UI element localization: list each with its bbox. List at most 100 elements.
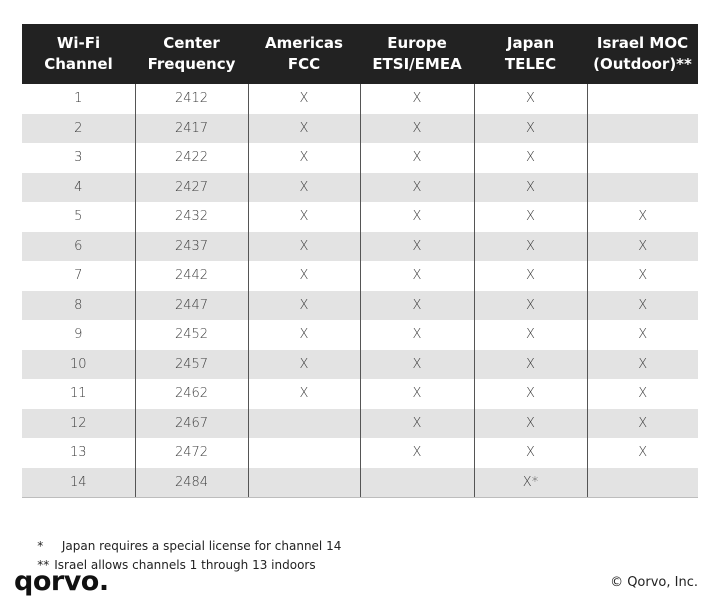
israel-cell: X (586, 408, 698, 438)
etsi-cell: X (359, 408, 474, 438)
footnote-japan: * Japan requires a special license for c… (22, 518, 341, 553)
etsi-cell: X (359, 438, 474, 468)
frequency-cell: 2452 (134, 320, 248, 350)
etsi-cell: X (359, 202, 474, 232)
channel-cell: 8 (22, 290, 135, 320)
fcc-cell (247, 408, 360, 438)
channel-cell: 4 (22, 172, 135, 202)
etsi-cell: X (359, 379, 474, 409)
table-row: 6 2437 X X X X (22, 231, 698, 261)
telec-cell: X* (473, 467, 587, 498)
fcc-cell: X (247, 113, 360, 143)
israel-cell: X (586, 320, 698, 350)
fcc-cell: X (247, 379, 360, 409)
header-europe-etsi-emea: Europe ETSI/EMEA (360, 24, 474, 84)
fcc-cell (247, 438, 360, 468)
table-row: 14 2484 X* (22, 467, 698, 498)
telec-cell: X (473, 438, 587, 468)
table-row: 4 2427 X X X (22, 172, 698, 202)
table-row: 8 2447 X X X X (22, 290, 698, 320)
frequency-cell: 2422 (134, 143, 248, 173)
frequency-cell: 2417 (134, 113, 248, 143)
footnote-mark: ** (37, 558, 50, 572)
fcc-cell (247, 467, 360, 498)
etsi-cell: X (359, 349, 474, 379)
etsi-cell: X (359, 261, 474, 291)
etsi-cell: X (359, 320, 474, 350)
frequency-cell: 2427 (134, 172, 248, 202)
table-row: 5 2432 X X X X (22, 202, 698, 232)
israel-cell (586, 143, 698, 173)
fcc-cell: X (247, 320, 360, 350)
telec-cell: X (473, 408, 587, 438)
israel-cell (586, 172, 698, 202)
israel-cell: X (586, 261, 698, 291)
fcc-cell: X (247, 290, 360, 320)
channel-cell: 6 (22, 231, 135, 261)
telec-cell: X (473, 320, 587, 350)
etsi-cell (359, 467, 474, 498)
etsi-cell: X (359, 113, 474, 143)
fcc-cell: X (247, 202, 360, 232)
wifi-channel-table: Wi-Fi Channel Center Frequency Americas … (22, 24, 698, 498)
fcc-cell: X (247, 261, 360, 291)
telec-cell: X (473, 290, 587, 320)
etsi-cell: X (359, 84, 474, 114)
frequency-cell: 2484 (134, 467, 248, 498)
header-center-frequency: Center Frequency (135, 24, 248, 84)
header-row: Wi-Fi Channel Center Frequency Americas … (22, 24, 698, 84)
table-row: 1 2412 X X X (22, 84, 698, 114)
frequency-cell: 2412 (134, 84, 248, 114)
israel-cell: X (586, 349, 698, 379)
fcc-cell: X (247, 172, 360, 202)
telec-cell: X (473, 349, 587, 379)
table-row: 7 2442 X X X X (22, 261, 698, 291)
israel-cell: X (586, 231, 698, 261)
channel-cell: 2 (22, 113, 135, 143)
header-israel-moc: Israel MOC (Outdoor)** (587, 24, 698, 84)
fcc-cell: X (247, 143, 360, 173)
channel-cell: 10 (22, 349, 135, 379)
table-row: 13 2472 X X X (22, 438, 698, 468)
header-wifi-channel: Wi-Fi Channel (22, 24, 135, 84)
table-body: 1 2412 X X X 2 2417 X X X 3 2422 X X X 4 2427 X X X 5 2432 X X X… (22, 84, 698, 498)
telec-cell: X (473, 261, 587, 291)
header-japan-telec: Japan TELEC (474, 24, 587, 84)
table-header: Wi-Fi Channel Center Frequency Americas … (22, 24, 698, 84)
frequency-cell: 2437 (134, 231, 248, 261)
etsi-cell: X (359, 172, 474, 202)
frequency-cell: 2462 (134, 379, 248, 409)
telec-cell: X (473, 113, 587, 143)
frequency-cell: 2472 (134, 438, 248, 468)
israel-cell (586, 467, 698, 498)
copyright-text: © Qorvo, Inc. (610, 575, 698, 590)
footnote-text: Israel allows channels 1 through 13 indo… (54, 558, 316, 572)
table-row: 12 2467 X X X (22, 408, 698, 438)
telec-cell: X (473, 172, 587, 202)
channel-cell: 7 (74, 268, 83, 284)
etsi-cell: X (359, 231, 474, 261)
israel-cell: X (586, 379, 698, 409)
table-row: 3 2422 X X X (22, 143, 698, 173)
wifi-channel-table-container: Wi-Fi Channel Center Frequency Americas … (22, 24, 698, 498)
etsi-cell: X (359, 290, 474, 320)
channel-cell: 9 (74, 327, 83, 343)
channel-cell: 5 (74, 209, 83, 225)
israel-cell (586, 84, 698, 114)
footnotes: * Japan requires a special license for c… (22, 518, 341, 572)
frequency-cell: 2442 (134, 261, 248, 291)
qorvo-logo: qorvo. (14, 566, 109, 597)
frequency-cell: 2447 (134, 290, 248, 320)
frequency-cell: 2457 (134, 349, 248, 379)
telec-cell: X (473, 379, 587, 409)
channel-cell: 11 (69, 386, 87, 402)
fcc-cell: X (247, 349, 360, 379)
fcc-cell: X (247, 84, 360, 114)
table-row: 11 2462 X X X X (22, 379, 698, 409)
table-row: 2 2417 X X X (22, 113, 698, 143)
channel-cell: 3 (74, 150, 83, 166)
telec-cell: X (473, 231, 587, 261)
frequency-cell: 2467 (134, 408, 248, 438)
telec-cell: X (473, 143, 587, 173)
footnote-mark: * (37, 539, 44, 553)
